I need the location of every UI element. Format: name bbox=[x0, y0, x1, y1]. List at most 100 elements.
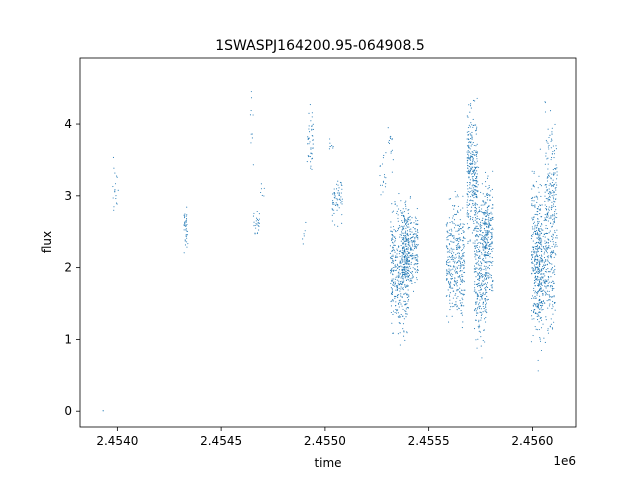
data-point bbox=[476, 297, 478, 299]
data-point bbox=[549, 134, 551, 136]
data-point bbox=[400, 244, 402, 247]
data-point bbox=[491, 207, 493, 209]
data-point bbox=[547, 307, 549, 309]
data-point bbox=[545, 209, 548, 211]
data-point bbox=[452, 260, 454, 262]
data-point bbox=[481, 208, 483, 210]
data-point bbox=[396, 288, 399, 291]
data-point bbox=[483, 260, 485, 262]
data-point bbox=[403, 300, 405, 302]
data-point bbox=[553, 243, 555, 245]
data-point bbox=[537, 198, 539, 200]
data-point bbox=[532, 257, 534, 259]
data-point bbox=[407, 267, 409, 269]
data-point bbox=[407, 239, 410, 241]
data-point bbox=[252, 114, 254, 116]
data-point bbox=[409, 196, 411, 198]
data-point bbox=[457, 238, 459, 240]
data-point bbox=[467, 138, 469, 140]
data-point bbox=[475, 267, 477, 269]
data-point bbox=[472, 219, 474, 221]
data-point bbox=[481, 275, 483, 277]
data-point bbox=[475, 271, 477, 273]
data-point bbox=[303, 233, 305, 235]
data-point bbox=[394, 269, 396, 272]
data-point bbox=[472, 178, 474, 180]
data-point bbox=[398, 225, 401, 227]
data-point bbox=[415, 217, 417, 219]
data-point bbox=[485, 209, 487, 212]
data-point bbox=[556, 237, 558, 239]
data-point bbox=[480, 230, 482, 233]
data-point bbox=[408, 245, 410, 247]
data-point bbox=[544, 204, 546, 206]
data-point bbox=[482, 222, 484, 224]
data-point bbox=[453, 223, 455, 225]
data-point bbox=[463, 247, 465, 249]
data-point bbox=[467, 171, 469, 173]
data-point bbox=[534, 303, 536, 305]
data-point bbox=[475, 182, 477, 184]
data-point bbox=[401, 261, 403, 263]
data-point bbox=[394, 244, 396, 246]
data-point bbox=[548, 299, 550, 301]
data-point bbox=[470, 145, 472, 147]
data-point bbox=[540, 223, 543, 225]
data-point bbox=[474, 192, 476, 195]
data-point bbox=[334, 197, 336, 199]
data-point bbox=[540, 243, 542, 246]
data-point bbox=[447, 248, 449, 250]
data-point bbox=[542, 289, 544, 291]
data-point bbox=[483, 237, 485, 239]
data-point bbox=[544, 217, 546, 219]
data-point bbox=[463, 260, 466, 263]
data-point bbox=[470, 187, 472, 189]
data-point bbox=[549, 296, 551, 298]
data-point bbox=[469, 158, 471, 160]
data-point bbox=[482, 259, 484, 261]
data-point bbox=[491, 234, 493, 236]
data-point bbox=[542, 235, 544, 237]
data-point bbox=[391, 139, 393, 141]
data-point bbox=[473, 154, 475, 156]
data-point bbox=[534, 260, 536, 263]
data-point bbox=[488, 241, 490, 244]
data-point bbox=[473, 190, 475, 192]
data-points bbox=[102, 91, 558, 412]
data-point bbox=[331, 208, 333, 210]
data-point bbox=[409, 229, 411, 231]
data-point bbox=[448, 268, 450, 270]
data-point bbox=[481, 225, 483, 227]
data-point bbox=[402, 238, 404, 240]
data-point bbox=[475, 225, 477, 227]
data-point bbox=[534, 204, 536, 206]
data-point bbox=[533, 200, 535, 202]
data-point bbox=[476, 173, 478, 175]
data-point bbox=[469, 171, 471, 173]
data-point bbox=[486, 219, 488, 221]
data-point bbox=[534, 326, 536, 328]
data-point bbox=[449, 287, 451, 289]
data-point bbox=[391, 138, 393, 140]
data-point bbox=[472, 191, 475, 193]
data-point bbox=[547, 193, 549, 195]
data-point bbox=[474, 283, 476, 285]
data-point bbox=[536, 237, 538, 239]
data-point bbox=[185, 236, 187, 238]
data-point bbox=[531, 170, 533, 172]
data-point bbox=[549, 281, 551, 283]
data-point bbox=[397, 267, 399, 269]
data-point bbox=[415, 247, 418, 249]
data-point bbox=[546, 190, 548, 192]
data-point bbox=[414, 245, 416, 247]
data-point bbox=[479, 299, 481, 301]
data-point bbox=[540, 349, 543, 352]
data-point bbox=[467, 204, 469, 207]
data-point bbox=[184, 217, 186, 219]
data-point bbox=[405, 236, 407, 238]
data-point bbox=[408, 226, 410, 228]
data-point bbox=[473, 271, 475, 273]
data-point bbox=[553, 217, 555, 219]
data-point bbox=[391, 234, 393, 236]
data-point bbox=[404, 277, 406, 279]
